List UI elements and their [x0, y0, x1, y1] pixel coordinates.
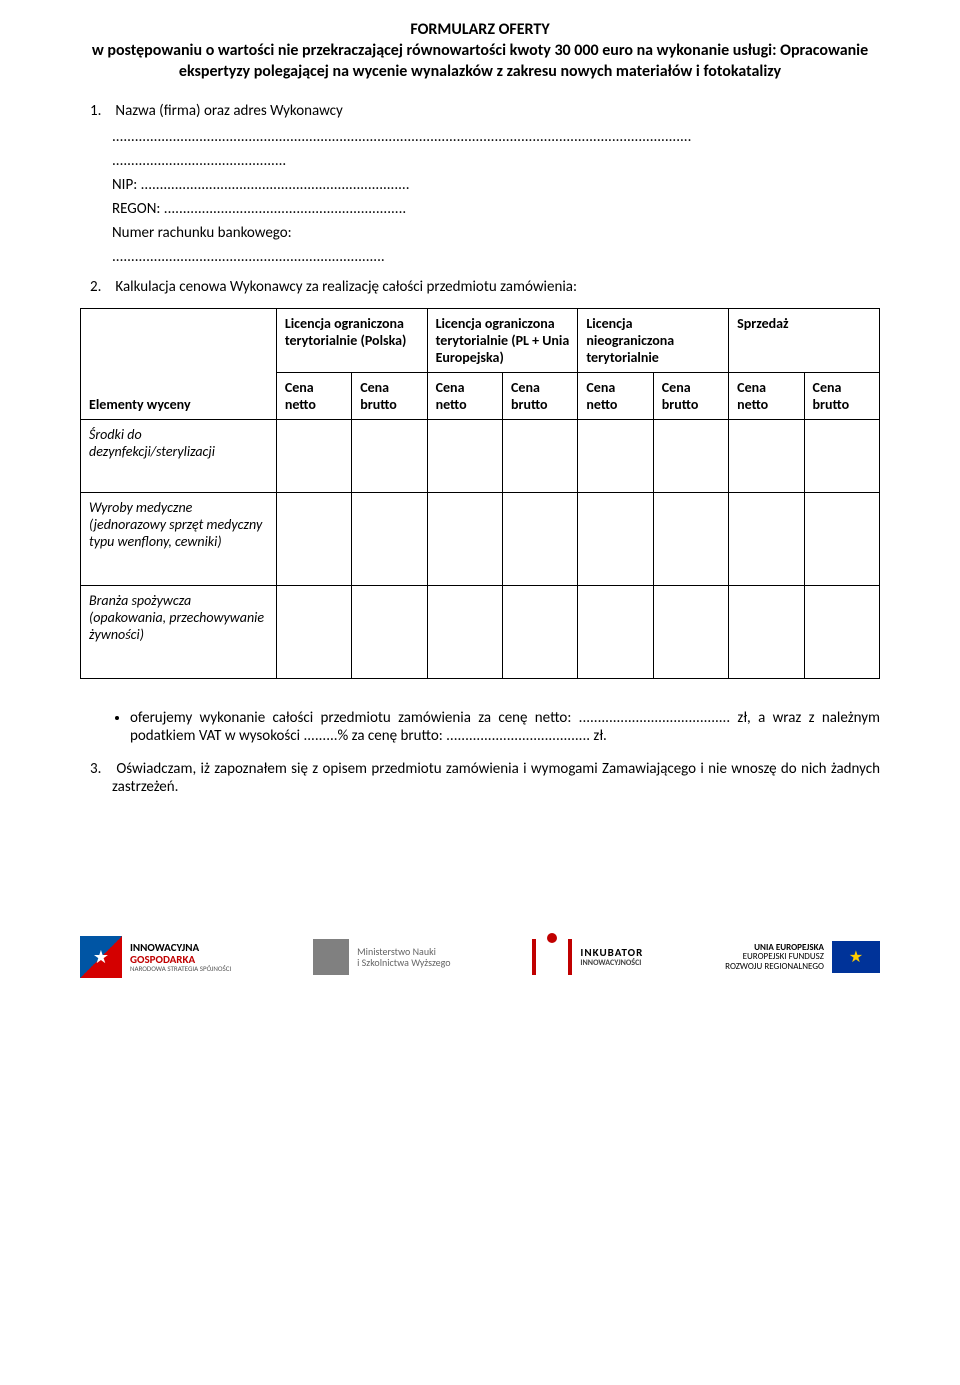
cell-r1-c8[interactable] — [804, 420, 879, 493]
offer-bullet-list: oferujemy wykonanie całości przedmiotu z… — [80, 709, 880, 745]
cell-r3-c6[interactable] — [653, 586, 728, 679]
section-1-label: Nazwa (firma) oraz adres Wykonawcy — [115, 102, 342, 120]
sub-brutto-4: Cena brutto — [804, 373, 879, 420]
cell-r3-c1[interactable] — [276, 586, 351, 679]
regon-label: REGON: — [112, 200, 160, 218]
cell-r1-c4[interactable] — [502, 420, 577, 493]
col-elements: Elementy wyceny — [81, 309, 277, 420]
cell-r2-c4[interactable] — [502, 493, 577, 586]
section-1-number: 1. — [90, 102, 112, 120]
sub-brutto-1: Cena brutto — [352, 373, 427, 420]
eu-line3: ROZWOJU REGIONALNEGO — [725, 962, 824, 972]
col-lic-eu: Licencja ograniczona terytorialnie (PL +… — [427, 309, 578, 373]
section-2-number: 2. — [90, 278, 112, 296]
logo-inkubator: INKUBATOR INNOWACYJNOŚCI — [532, 939, 643, 975]
section-2: 2. Kalkulacja cenowa Wykonawcy za realiz… — [80, 278, 880, 296]
sub-netto-4: Cena netto — [729, 373, 804, 420]
sub-brutto-3: Cena brutto — [653, 373, 728, 420]
row-3-label: Branża spożywcza (opakowania, przechowyw… — [81, 586, 277, 679]
calculation-table: Elementy wyceny Licencja ograniczona ter… — [80, 308, 880, 679]
ministry-icon — [313, 939, 349, 975]
sub-netto-3: Cena netto — [578, 373, 653, 420]
cell-r1-c2[interactable] — [352, 420, 427, 493]
section-1-heading: 1. Nazwa (firma) oraz adres Wykonawcy — [112, 102, 880, 120]
cell-r1-c3[interactable] — [427, 420, 502, 493]
logo-ministerstwo: Ministerstwo Nauki i Szkolnictwa Wyższeg… — [313, 939, 450, 975]
cell-r3-c4[interactable] — [502, 586, 577, 679]
row-2-label: Wyroby medyczne (jednorazowy sprzęt medy… — [81, 493, 277, 586]
cell-r2-c3[interactable] — [427, 493, 502, 586]
inkubator-text: INKUBATOR INNOWACYJNOŚCI — [580, 947, 643, 967]
ig-line3: NARODOWA STRATEGIA SPÓJNOŚCI — [130, 965, 231, 972]
name-line-2[interactable]: ........................................… — [112, 152, 880, 170]
form-title: FORMULARZ OFERTY w postępowaniu o wartoś… — [80, 20, 880, 82]
ig-icon: ★ — [80, 936, 122, 978]
inkubator-icon — [532, 939, 572, 975]
cell-r3-c3[interactable] — [427, 586, 502, 679]
section-3-number: 3. — [90, 760, 112, 778]
ig-text: INNOWACYJNA GOSPODARKA NARODOWA STRATEGI… — [130, 942, 231, 972]
cell-r1-c6[interactable] — [653, 420, 728, 493]
mn-line2: i Szkolnictwa Wyższego — [357, 957, 450, 969]
eu-text: UNIA EUROPEJSKA EUROPEJSKI FUNDUSZ ROZWO… — [725, 943, 824, 973]
cell-r2-c6[interactable] — [653, 493, 728, 586]
nip-label: NIP: — [112, 176, 137, 194]
regon-field[interactable]: REGON: .................................… — [112, 200, 880, 218]
logo-eu: UNIA EUROPEJSKA EUROPEJSKI FUNDUSZ ROZWO… — [725, 941, 880, 973]
cell-r3-c2[interactable] — [352, 586, 427, 679]
col-sale: Sprzedaż — [729, 309, 880, 373]
section-2-label: Kalkulacja cenowa Wykonawcy za realizacj… — [115, 278, 577, 296]
nip-field[interactable]: NIP: ...................................… — [112, 176, 880, 194]
col-lic-unlimited: Licencja nieograniczona terytorialnie — [578, 309, 729, 373]
name-line-1[interactable]: ........................................… — [112, 128, 880, 146]
cell-r1-c1[interactable] — [276, 420, 351, 493]
cell-r2-c2[interactable] — [352, 493, 427, 586]
ministry-text: Ministerstwo Nauki i Szkolnictwa Wyższeg… — [357, 946, 450, 969]
logo-innowacyjna-gospodarka: ★ INNOWACYJNA GOSPODARKA NARODOWA STRATE… — [80, 936, 231, 978]
bank-dots[interactable]: ........................................… — [112, 248, 880, 266]
sub-netto-2: Cena netto — [427, 373, 502, 420]
inkubator-dot-icon — [547, 933, 557, 943]
regon-dots: ........................................… — [164, 200, 406, 218]
sub-brutto-2: Cena brutto — [502, 373, 577, 420]
offer-bullet: oferujemy wykonanie całości przedmiotu z… — [130, 709, 880, 745]
nip-dots: ........................................… — [141, 176, 410, 194]
cell-r2-c7[interactable] — [729, 493, 804, 586]
cell-r2-c1[interactable] — [276, 493, 351, 586]
section-2-heading: 2. Kalkulacja cenowa Wykonawcy za realiz… — [112, 278, 880, 296]
sub-netto-1: Cena netto — [276, 373, 351, 420]
title-line1: FORMULARZ OFERTY — [80, 20, 880, 41]
table-row: Wyroby medyczne (jednorazowy sprzęt medy… — [81, 493, 880, 586]
section-3-text: Oświadczam, iż zapoznałem się z opisem p… — [112, 760, 880, 796]
table-header-row-1: Elementy wyceny Licencja ograniczona ter… — [81, 309, 880, 373]
page: FORMULARZ OFERTY w postępowaniu o wartoś… — [40, 0, 920, 1018]
cell-r3-c5[interactable] — [578, 586, 653, 679]
cell-r3-c7[interactable] — [729, 586, 804, 679]
cell-r1-c7[interactable] — [729, 420, 804, 493]
cell-r2-c8[interactable] — [804, 493, 879, 586]
table-row: Branża spożywcza (opakowania, przechowyw… — [81, 586, 880, 679]
section-1: 1. Nazwa (firma) oraz adres Wykonawcy ..… — [80, 102, 880, 266]
row-1-label: Środki do dezynfekcji/sterylizacji — [81, 420, 277, 493]
cell-r1-c5[interactable] — [578, 420, 653, 493]
footer-logos: ★ INNOWACYJNA GOSPODARKA NARODOWA STRATE… — [80, 936, 880, 978]
eu-flag-icon: ★ — [832, 941, 880, 973]
section-3: 3. Oświadczam, iż zapoznałem się z opise… — [80, 760, 880, 796]
ig-line1: INNOWACYJNA — [130, 942, 231, 954]
cell-r3-c8[interactable] — [804, 586, 879, 679]
table-row: Środki do dezynfekcji/sterylizacji — [81, 420, 880, 493]
bank-label: Numer rachunku bankowego: — [112, 224, 292, 242]
title-line2: w postępowaniu o wartości nie przekracza… — [80, 41, 880, 83]
cell-r2-c5[interactable] — [578, 493, 653, 586]
ink-line2: INNOWACYJNOŚCI — [580, 959, 643, 967]
col-lic-pl: Licencja ograniczona terytorialnie (Pols… — [276, 309, 427, 373]
bank-label-line: Numer rachunku bankowego: — [112, 224, 880, 242]
